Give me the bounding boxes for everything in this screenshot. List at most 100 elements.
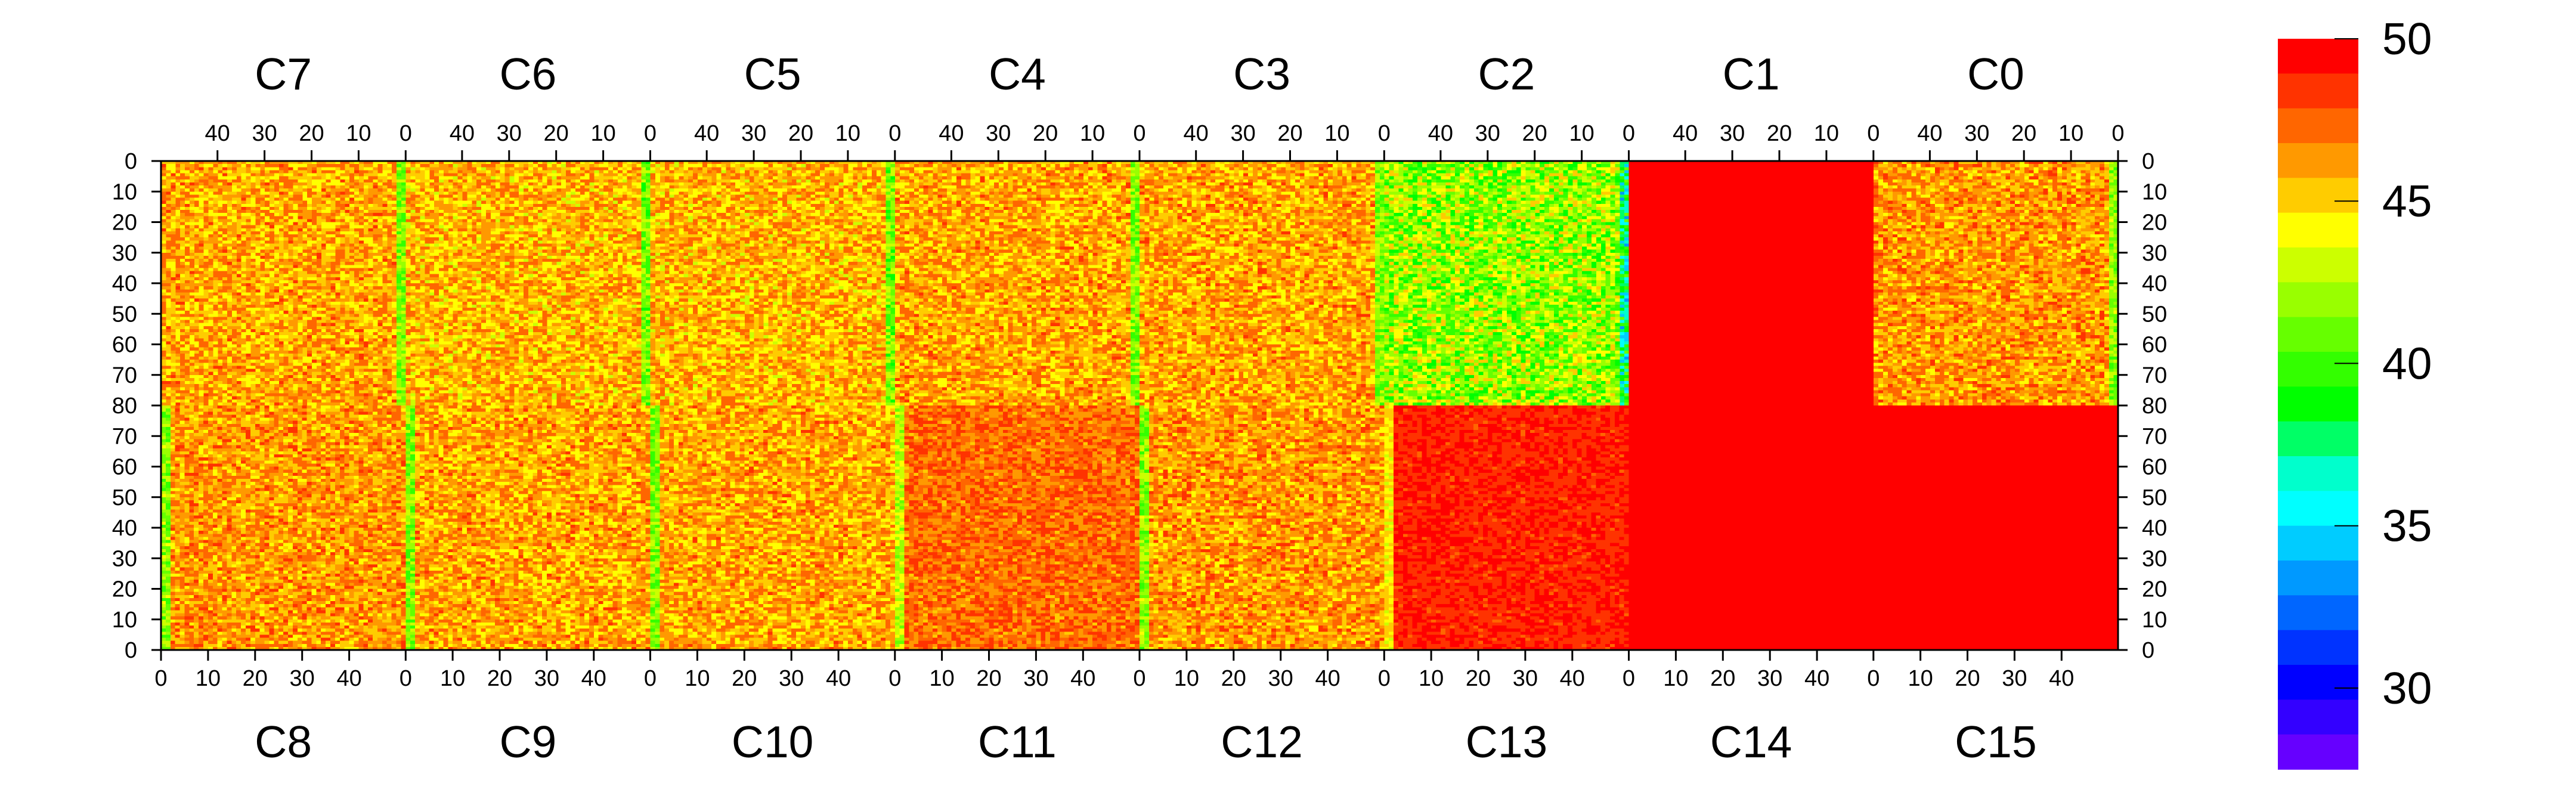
top-x-tick-label: 10 [835, 121, 860, 146]
chip-label-c3: C3 [1233, 49, 1290, 99]
left-y-tick-label: 70 [112, 424, 137, 449]
bottom-x-tick-label: 30 [2002, 666, 2027, 691]
chip-label-c12: C12 [1221, 717, 1303, 767]
chip-cells-c3 [1140, 161, 1385, 406]
colorbar-segment [2278, 491, 2358, 526]
top-x-tick-label: 40 [1917, 121, 1942, 146]
left-y-tick-label: 50 [112, 302, 137, 327]
colorbar-tick-label: 50 [2382, 14, 2432, 64]
colorbar-tick-label: 35 [2382, 501, 2432, 551]
bottom-x-tick-label: 40 [2049, 666, 2074, 691]
chip-cells-c11 [895, 405, 1140, 651]
chip-label-c11: C11 [978, 717, 1057, 767]
top-x-tick-label: 30 [986, 121, 1011, 146]
right-y-tick-label: 0 [2142, 638, 2154, 663]
right-y-tick-label: 50 [2142, 302, 2167, 327]
left-y-tick-label: 10 [112, 608, 137, 633]
left-y-tick-label: 60 [112, 455, 137, 480]
heatmap-cells [161, 161, 2119, 651]
right-y-tick-label: 30 [2142, 546, 2167, 571]
right-y-tick-label: 40 [2142, 271, 2167, 296]
top-x-tick-label: 0 [1623, 121, 1635, 146]
bottom-x-tick-label: 20 [1955, 666, 1980, 691]
chip-cells-c10 [651, 405, 896, 651]
colorbar-segment [2278, 386, 2358, 422]
bottom-x-tick-label: 30 [779, 666, 804, 691]
bottom-x-tick-label: 30 [290, 666, 315, 691]
bottom-x-tick-label: 10 [196, 666, 221, 691]
chip-label-c2: C2 [1478, 49, 1535, 99]
top-x-tick-label: 30 [1964, 121, 1989, 146]
chip-label-c10: C10 [732, 717, 814, 767]
colorbar-segment [2278, 73, 2358, 109]
chip-label-c9: C9 [499, 717, 556, 767]
right-y-tick-label: 30 [2142, 241, 2167, 266]
bottom-x-tick-label: 30 [1268, 666, 1293, 691]
chip-cells-c9 [405, 405, 651, 651]
bottom-x-tick-label: 40 [1315, 666, 1340, 691]
bottom-x-tick-label: 10 [685, 666, 710, 691]
right-y-tick-label: 20 [2142, 577, 2167, 602]
bottom-x-tick-label: 40 [581, 666, 606, 691]
top-x-tick-label: 30 [741, 121, 766, 146]
left-y-tick-label: 40 [112, 271, 137, 296]
top-x-tick-label: 0 [1867, 121, 1880, 146]
right-y-tick-label: 60 [2142, 455, 2167, 480]
top-x-tick-label: 30 [1230, 121, 1255, 146]
bottom-x-tick-label: 40 [1804, 666, 1829, 691]
top-x-tick-label: 20 [299, 121, 324, 146]
chip-label-c14: C14 [1710, 717, 1792, 767]
bottom-x-tick-label: 30 [1757, 666, 1782, 691]
bottom-x-tick-label: 10 [1663, 666, 1688, 691]
bottom-x-tick-label: 10 [1174, 666, 1199, 691]
bottom-x-tick-label: 20 [1221, 666, 1246, 691]
chip-label-c15: C15 [1955, 717, 2037, 767]
colorbar-segment [2278, 178, 2358, 213]
chip-label-c13: C13 [1466, 717, 1548, 767]
top-x-tick-label: 20 [1277, 121, 1302, 146]
colorbar-segment [2278, 39, 2358, 74]
left-y-tick-label: 20 [112, 577, 137, 602]
top-x-tick-label: 10 [590, 121, 615, 146]
colorbar-segment [2278, 665, 2358, 700]
left-y-tick-label: 60 [112, 333, 137, 358]
left-y-tick-label: 30 [112, 241, 137, 266]
colorbar-segment [2278, 143, 2358, 178]
bottom-x-tick-label: 30 [1023, 666, 1048, 691]
chip-cells-c13 [1384, 405, 1629, 651]
colorbar-segment [2278, 317, 2358, 352]
right-y-tick-label: 10 [2142, 608, 2167, 633]
top-x-tick-label: 10 [1080, 121, 1105, 146]
right-y-tick-label: 20 [2142, 210, 2167, 236]
bottom-x-tick-label: 20 [487, 666, 512, 691]
right-y-tick-label: 60 [2142, 333, 2167, 358]
bottom-x-tick-label: 0 [400, 666, 412, 691]
bottom-x-tick-label: 10 [440, 666, 465, 691]
bottom-x-tick-label: 40 [1560, 666, 1585, 691]
bottom-x-tick-label: 20 [1710, 666, 1735, 691]
bottom-x-tick-label: 10 [929, 666, 954, 691]
chip-cells-c1 [1629, 161, 1874, 406]
top-x-tick-label: 20 [1033, 121, 1058, 146]
top-x-tick-label: 20 [2011, 121, 2036, 146]
bottom-x-tick-label: 10 [1908, 666, 1933, 691]
top-x-tick-label: 10 [1814, 121, 1839, 146]
top-x-tick-label: 20 [1767, 121, 1792, 146]
bottom-x-tick-label: 10 [1419, 666, 1444, 691]
bottom-x-tick-label: 30 [534, 666, 559, 691]
top-x-tick-label: 20 [544, 121, 569, 146]
left-y-tick-label: 30 [112, 546, 137, 571]
colorbar-tick-label: 30 [2382, 663, 2432, 713]
colorbar-segment [2278, 526, 2358, 561]
left-y-tick-label: 0 [125, 638, 137, 663]
right-y-tick-label: 70 [2142, 424, 2167, 449]
chip-cells-c0 [1874, 161, 2119, 406]
top-x-tick-label: 40 [1428, 121, 1453, 146]
bottom-x-tick-label: 0 [1133, 666, 1145, 691]
colorbar-segment [2278, 630, 2358, 665]
chip-label-c5: C5 [744, 49, 801, 99]
top-x-tick-label: 10 [2058, 121, 2083, 146]
top-x-tick-label: 10 [1324, 121, 1349, 146]
bottom-x-tick-label: 0 [1378, 666, 1391, 691]
